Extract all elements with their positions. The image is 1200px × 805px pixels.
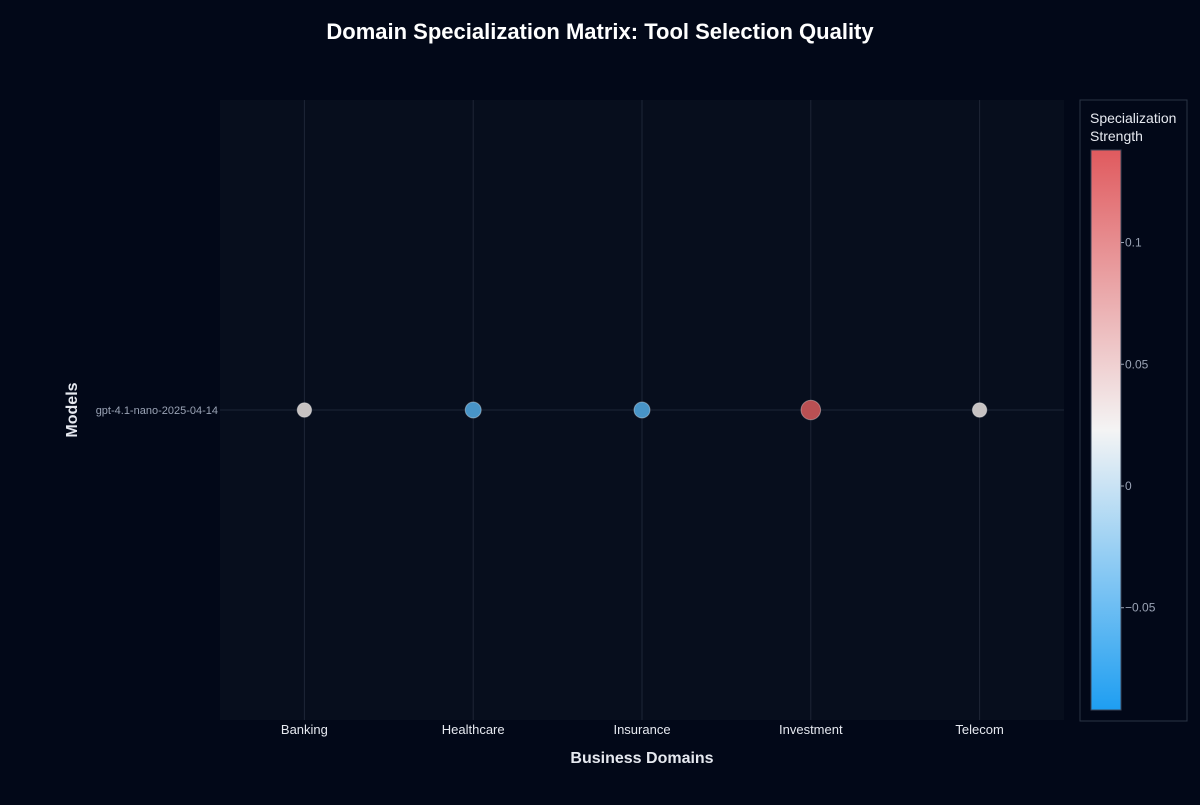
x-tick-label: Telecom	[955, 722, 1003, 737]
y-tick-label: gpt-4.1-nano-2025-04-14	[96, 405, 218, 417]
y-axis-label: Models	[64, 382, 81, 437]
data-point[interactable]	[971, 402, 988, 418]
y-tick-labels: gpt-4.1-nano-2025-04-14	[96, 405, 218, 417]
colorbar-tick-label: 0.1	[1125, 236, 1142, 250]
colorbar-tick-label: 0.05	[1125, 357, 1149, 371]
x-tick-label: Investment	[779, 722, 843, 737]
x-tick-label: Insurance	[613, 722, 670, 737]
x-tick-label: Healthcare	[442, 722, 505, 737]
colorbar-tick-label: 0	[1125, 479, 1132, 493]
chart-title: Domain Specialization Matrix: Tool Selec…	[326, 19, 874, 44]
data-point[interactable]	[800, 399, 822, 421]
colorbar-ticks: 0.1 0.05 0 −0.05	[1121, 236, 1156, 615]
colorbar-title-line2: Strength	[1090, 128, 1143, 144]
data-point[interactable]	[296, 402, 313, 418]
x-tick-labels: Banking Healthcare Insurance Investment Tele…	[281, 722, 1004, 737]
data-point[interactable]	[464, 401, 482, 419]
x-axis-label: Business Domains	[570, 750, 713, 767]
marker-layer	[296, 399, 988, 421]
colorbar-gradient	[1090, 149, 1122, 711]
x-tick-label: Banking	[281, 722, 328, 737]
colorbar: Specialization Strength 0.1 0.05 0 −0.05	[1079, 99, 1188, 722]
data-point[interactable]	[633, 401, 651, 419]
colorbar-tick-label: −0.05	[1125, 601, 1156, 615]
colorbar-title-line1: Specialization	[1090, 110, 1176, 126]
